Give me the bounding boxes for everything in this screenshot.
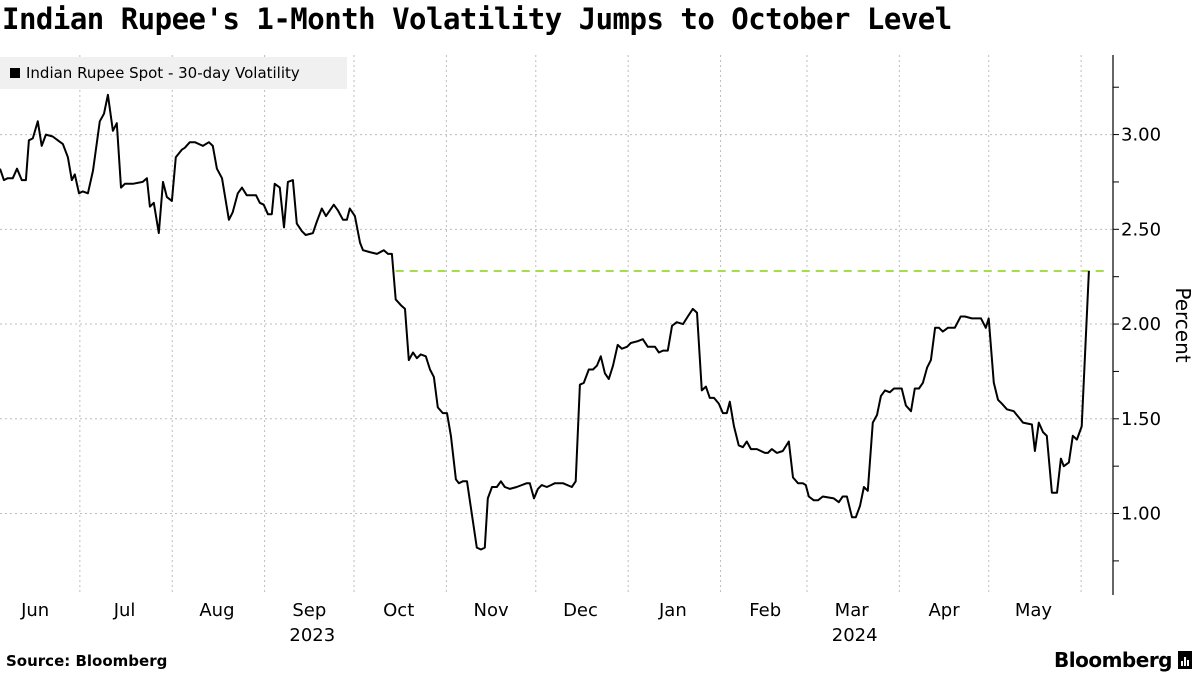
x-tick-label: Jan [658,600,687,621]
x-tick-label: Nov [474,600,509,621]
bloomberg-logo: Bloomberg [1054,648,1192,672]
x-tick-label: Jul [113,600,136,621]
y-tick-label: 3.00 [1121,125,1161,146]
x-tick-label: Oct [383,600,414,621]
legend-label: Indian Rupee Spot - 30-day Volatility [26,64,300,82]
x-axis-labels: Jun Jul Aug Sep Oct Nov Dec Jan Feb Mar Apr May 2023… [20,600,1052,646]
source-note: Source: Bloomberg [6,652,168,670]
y-axis: 1.00 1.50 2.00 2.50 3.00 [1112,55,1161,595]
x-year-label: 2023 [289,625,335,646]
legend: Indian Rupee Spot - 30-day Volatility [0,57,347,89]
x-tick-label: Jun [20,600,49,621]
series-line-inr-volatility [0,93,1090,551]
x-tick-label: Feb [749,600,781,621]
gridlines [0,55,1113,595]
x-tick-label: May [1015,600,1053,621]
y-tick-label: 1.00 [1121,504,1161,525]
bloomberg-chart-icon [1178,651,1192,669]
y-tick-label: 1.50 [1121,409,1161,430]
brand-wordmark: Bloomberg [1054,648,1172,672]
x-year-label: 2024 [832,625,878,646]
x-tick-label: Aug [199,600,234,621]
x-tick-label: Dec [563,600,598,621]
legend-swatch [10,68,20,78]
y-tick-label: 2.50 [1121,219,1161,240]
x-tick-label: Apr [928,600,960,621]
x-tick-label: Sep [292,600,326,621]
y-axis-label: Percent [1171,287,1195,362]
series-group [0,93,1090,551]
x-tick-label: Mar [835,600,870,621]
y-tick-label: 2.00 [1121,314,1161,335]
chart-title: Indian Rupee's 1-Month Volatility Jumps … [2,2,952,36]
